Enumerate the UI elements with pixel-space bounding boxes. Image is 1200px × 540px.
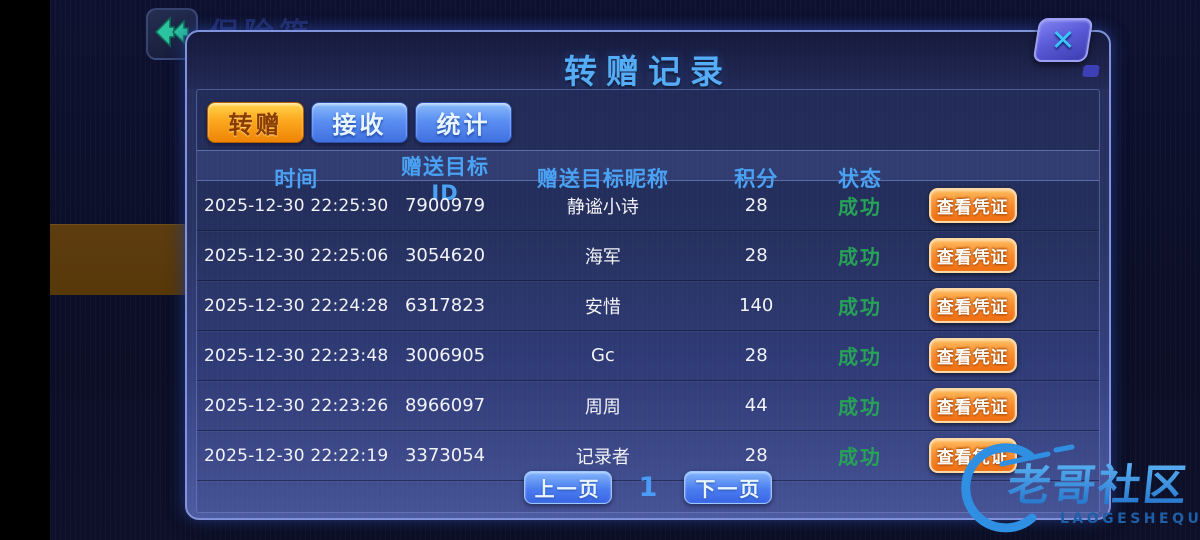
header-status: 状态 <box>837 167 882 191</box>
view-voucher-button[interactable]: 查看凭证 <box>928 288 1017 323</box>
table-header-row: 时间 赠送目标ID 赠送目标昵称 积分 状态 <box>197 150 1099 205</box>
cell-nickname: 记录者 <box>575 446 630 468</box>
laoge-community-watermark: 老哥社区 LAOGESHEQU <box>938 428 1200 540</box>
tab-statistics[interactable]: 统计 <box>415 102 512 143</box>
cell-points: 28 <box>744 445 768 466</box>
header-points: 积分 <box>734 167 779 191</box>
view-voucher-button[interactable]: 查看凭证 <box>928 388 1017 423</box>
cell-time: 2025-12-30 22:24:28 <box>204 295 389 316</box>
cell-target-id: 8966097 <box>404 395 486 416</box>
table-row: 2025-12-30 22:24:28 6317823 安惜 140 成功 查看… <box>197 281 1099 331</box>
cell-status: 成功 <box>837 445 882 469</box>
cell-target-id: 3006905 <box>404 345 486 366</box>
cell-target-id: 7900979 <box>404 195 486 216</box>
current-page-number: 1 <box>638 472 658 503</box>
dialog-title-bar <box>187 32 1109 89</box>
prev-page-button[interactable]: 上一页 <box>523 471 612 504</box>
tab-transfer[interactable]: 转赠 <box>207 102 304 143</box>
watermark-swoosh-icon <box>961 443 1075 533</box>
transfer-records-dialog: 转赠记录 ✕ 转赠 接收 统计 时间 赠送目标ID 赠送目标昵称 积分 状态 2… <box>185 18 1111 520</box>
cell-status: 成功 <box>837 345 882 369</box>
close-button[interactable]: ✕ <box>1032 18 1094 62</box>
cell-points: 44 <box>744 395 768 416</box>
cell-target-id: 3373054 <box>404 445 486 466</box>
table-row: 2025-12-30 22:23:48 3006905 Gc 28 成功 查看凭… <box>197 331 1099 381</box>
cell-nickname: 安惜 <box>584 296 621 318</box>
table-rows: 2025-12-30 22:25:30 7900979 静谧小诗 28 成功 查… <box>197 181 1099 481</box>
tab-bar: 转赠 接收 统计 <box>207 102 512 143</box>
header-target-id: 赠送目标ID <box>401 155 490 205</box>
cell-nickname: 海军 <box>584 246 621 268</box>
tab-receive[interactable]: 接收 <box>311 102 408 143</box>
cell-time: 2025-12-30 22:23:26 <box>204 395 389 416</box>
left-letterbox <box>0 0 50 540</box>
cell-status: 成功 <box>837 195 882 219</box>
cell-points: 28 <box>744 345 768 366</box>
cell-nickname: Gc <box>590 345 615 366</box>
view-voucher-button[interactable]: 查看凭证 <box>928 238 1017 273</box>
dialog-title: 转赠记录 <box>564 52 732 91</box>
cell-status: 成功 <box>837 245 882 269</box>
table-row: 2025-12-30 22:25:06 3054620 海军 28 成功 查看凭… <box>197 231 1099 281</box>
header-target-nickname: 赠送目标昵称 <box>536 167 669 191</box>
cell-time: 2025-12-30 22:25:30 <box>204 195 389 216</box>
watermark-title: 老哥社区 <box>1005 461 1190 511</box>
cell-nickname: 静谧小诗 <box>566 196 639 218</box>
cell-nickname: 周周 <box>584 396 621 418</box>
cell-time: 2025-12-30 22:22:19 <box>204 445 389 466</box>
pagination-bar: 上一页 1 下一页 <box>197 470 1099 505</box>
cell-time: 2025-12-30 22:25:06 <box>204 245 389 266</box>
next-page-button[interactable]: 下一页 <box>684 471 773 504</box>
cell-target-id: 6317823 <box>404 295 486 316</box>
close-icon: ✕ <box>1050 22 1076 57</box>
cell-status: 成功 <box>837 295 882 319</box>
close-button-accent <box>1082 65 1100 77</box>
cell-status: 成功 <box>837 395 882 419</box>
background-brown-band <box>50 224 190 295</box>
table-row: 2025-12-30 22:22:19 3373054 记录者 28 成功 查看… <box>197 431 1099 481</box>
header-time: 时间 <box>274 167 319 191</box>
watermark-subtitle: LAOGESHEQU <box>1060 511 1200 527</box>
view-voucher-button[interactable]: 查看凭证 <box>928 338 1017 373</box>
content-panel: 转赠 接收 统计 时间 赠送目标ID 赠送目标昵称 积分 状态 2025-12-… <box>196 89 1100 513</box>
view-voucher-button[interactable]: 查看凭证 <box>928 188 1017 223</box>
cell-points: 28 <box>744 195 768 216</box>
cell-target-id: 3054620 <box>404 245 486 266</box>
table-row: 2025-12-30 22:23:26 8966097 周周 44 成功 查看凭… <box>197 381 1099 431</box>
cell-points: 140 <box>739 295 774 316</box>
table-row: 2025-12-30 22:25:30 7900979 静谧小诗 28 成功 查… <box>197 181 1099 231</box>
cell-time: 2025-12-30 22:23:48 <box>204 345 389 366</box>
cell-points: 28 <box>744 245 768 266</box>
